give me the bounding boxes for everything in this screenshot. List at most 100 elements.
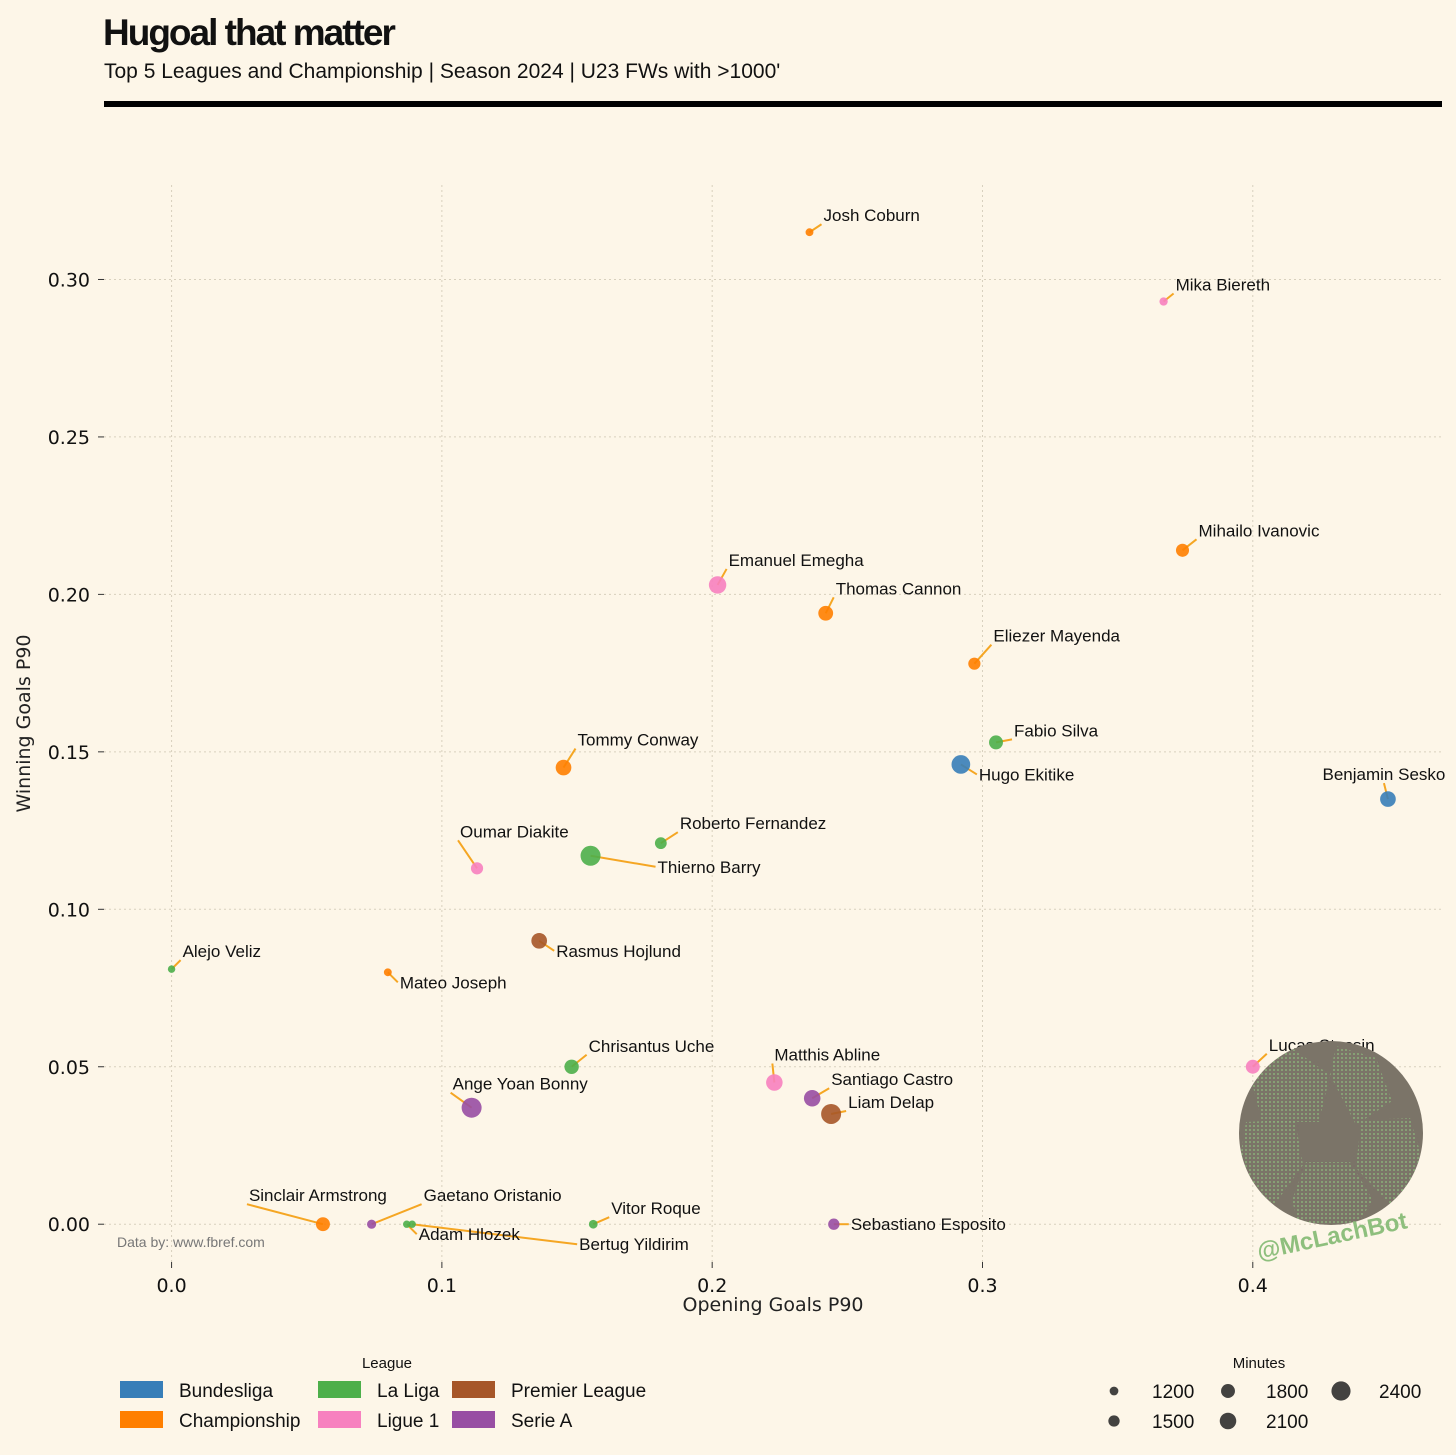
legend-label: Premier League [511,1381,646,1402]
player-label: Fabio Silva [1014,721,1099,740]
player-label: Mihailo Ivanovic [1199,521,1320,540]
player-label: Alejo Veliz [183,942,261,961]
legend-label: Bundesliga [179,1381,273,1402]
player-label: Josh Coburn [823,206,919,225]
y-tick-label: 0.15 [48,742,90,764]
player-point [403,1220,411,1228]
y-tick-label: 0.25 [48,427,90,449]
player-label: Roberto Fernandez [680,814,826,833]
player-point [531,932,548,949]
player-label: Gaetano Oristanio [424,1186,562,1205]
player-point [564,1059,579,1074]
player-point [1159,297,1168,306]
title-rule [104,101,1442,107]
player-point [470,862,484,875]
size-legend-label: 2100 [1266,1412,1308,1433]
player-point [1245,1059,1260,1074]
label-leader-line [246,1203,324,1226]
player-point [580,845,601,866]
legend-swatch [318,1381,361,1398]
x-axis-label: Opening Goals P90 [682,1294,863,1316]
player-label: Adam Hlozek [419,1225,521,1244]
player-point [555,759,572,776]
player-point [167,965,176,973]
legend-label: Ligue 1 [377,1411,439,1432]
player-point [828,1218,840,1230]
size-legend-label: 1500 [1152,1412,1194,1433]
player-point [654,837,667,850]
legend-swatch [452,1381,495,1398]
player-label: Sinclair Armstrong [249,1186,387,1205]
size-legend-marker [1109,1386,1119,1396]
player-point [766,1074,783,1091]
player-point [461,1097,482,1118]
y-tick-label: 0.05 [48,1057,90,1079]
size-legend-label: 1200 [1152,1382,1194,1403]
legend-label: Serie A [511,1411,573,1432]
player-point [708,576,727,594]
legend-swatch [120,1411,163,1428]
legend-swatch [318,1411,361,1428]
x-tick-label: 0.1 [427,1275,457,1297]
player-label: Bertug Yildirim [579,1235,689,1254]
player-point [588,1219,598,1229]
league-legend-title: League [362,1355,412,1372]
player-label: Hugo Ekitike [979,765,1074,784]
chart-subtitle: Top 5 Leagues and Championship | Season … [104,60,781,83]
y-tick-label: 0.10 [48,899,90,921]
grid [104,185,1442,1262]
label-leader-line [371,1203,422,1226]
legend-label: La Liga [377,1381,440,1402]
player-label: Ange Yoan Bonny [453,1075,589,1094]
player-point [951,755,971,774]
chart-title: Hugoal that matter [103,12,396,53]
player-label: Tommy Conway [578,731,699,750]
player-point [383,968,392,977]
size-legend-label: 2400 [1379,1382,1421,1403]
player-label: Oumar Diakite [460,822,569,841]
player-label: Thomas Cannon [836,579,962,598]
x-tick-label: 0.3 [967,1275,997,1297]
label-leader-line [412,1223,578,1246]
size-legend-marker [1219,1412,1237,1430]
player-label: Vitor Roque [611,1199,700,1218]
league-legend: League Bundesliga Championship La Liga Ligue… [120,1355,646,1432]
player-label: Liam Delap [848,1093,934,1112]
legend-swatch [120,1381,163,1398]
y-axis-label: Winning Goals P90 [13,635,35,813]
player-label: Emanuel Emegha [729,551,865,570]
size-legend-marker [1221,1384,1235,1398]
player-point [821,1103,842,1124]
player-label: Chrisantus Uche [589,1037,715,1056]
label-leader-line [590,854,656,868]
point-labels: Josh Coburn Mika Biereth Mihailo Ivanovic E… [183,206,1446,1254]
player-point [968,657,981,670]
player-label: Mateo Joseph [400,973,507,992]
x-tick-label: 0.2 [697,1275,727,1297]
x-tick-label: 0.0 [156,1275,186,1297]
y-tick-label: 0.20 [48,584,90,606]
axes: 0.0 0.1 0.2 0.3 0.4 0.00 0.05 0.10 0.15 0.20 0.25 0… [13,269,1268,1316]
player-label: Santiago Castro [831,1070,953,1089]
player-label: Mika Biereth [1176,276,1270,295]
data-points [167,228,1396,1232]
y-tick-label: 0.30 [48,269,90,291]
legend-swatch [452,1411,495,1428]
size-legend: Minutes 1200 1500 1800 2100 2400 [1108,1355,1421,1433]
player-point [818,605,834,621]
size-legend-marker [1108,1415,1120,1427]
size-legend-title: Minutes [1233,1355,1286,1372]
player-point [367,1219,377,1229]
player-label: Matthis Abline [774,1046,880,1065]
player-label: Benjamin Sesko [1323,765,1446,784]
player-point [803,1089,821,1107]
player-label: Rasmus Hojlund [556,942,681,961]
size-legend-marker [1331,1381,1351,1401]
player-point [408,1220,416,1228]
legend-label: Championship [179,1411,300,1432]
player-label: Thierno Barry [658,858,761,877]
player-point [805,228,814,237]
size-legend-label: 1800 [1266,1382,1308,1403]
player-point [315,1217,330,1232]
